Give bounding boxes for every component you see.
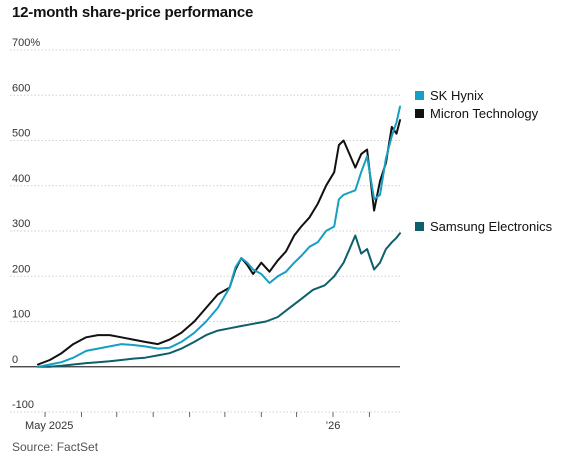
series-line-sk-hynix	[37, 105, 401, 368]
series-line-samsung-electronics	[37, 232, 401, 368]
x-tick-label: ’26	[326, 420, 341, 432]
y-tick-label: 600	[12, 82, 30, 94]
legend-label: SK Hynix	[430, 88, 484, 103]
y-tick-label: -100	[12, 399, 34, 411]
chart-title: 12-month share-price performance	[12, 4, 254, 21]
y-tick-label: 0	[12, 354, 18, 366]
chart-plot: 700% 600 500 400 300 200 100 0 -100 May 2025 ’26 SK…	[10, 37, 553, 432]
y-tick-label: 500	[12, 128, 30, 140]
y-tick-label: 200	[12, 263, 30, 275]
legend-swatch	[415, 222, 424, 231]
legend-label: Micron Technology	[430, 106, 539, 121]
y-tick-label: 700%	[12, 37, 40, 49]
series-line-micron-technology	[37, 119, 401, 366]
legend-label: Samsung Electronics	[430, 219, 553, 234]
y-tick-label: 100	[12, 309, 30, 321]
x-tick-label: May 2025	[25, 420, 73, 432]
y-tick-label: 400	[12, 173, 30, 185]
source-note: Source: FactSet	[12, 440, 99, 454]
legend-swatch	[415, 109, 424, 118]
y-tick-label: 300	[12, 218, 30, 230]
legend-swatch	[415, 91, 424, 100]
